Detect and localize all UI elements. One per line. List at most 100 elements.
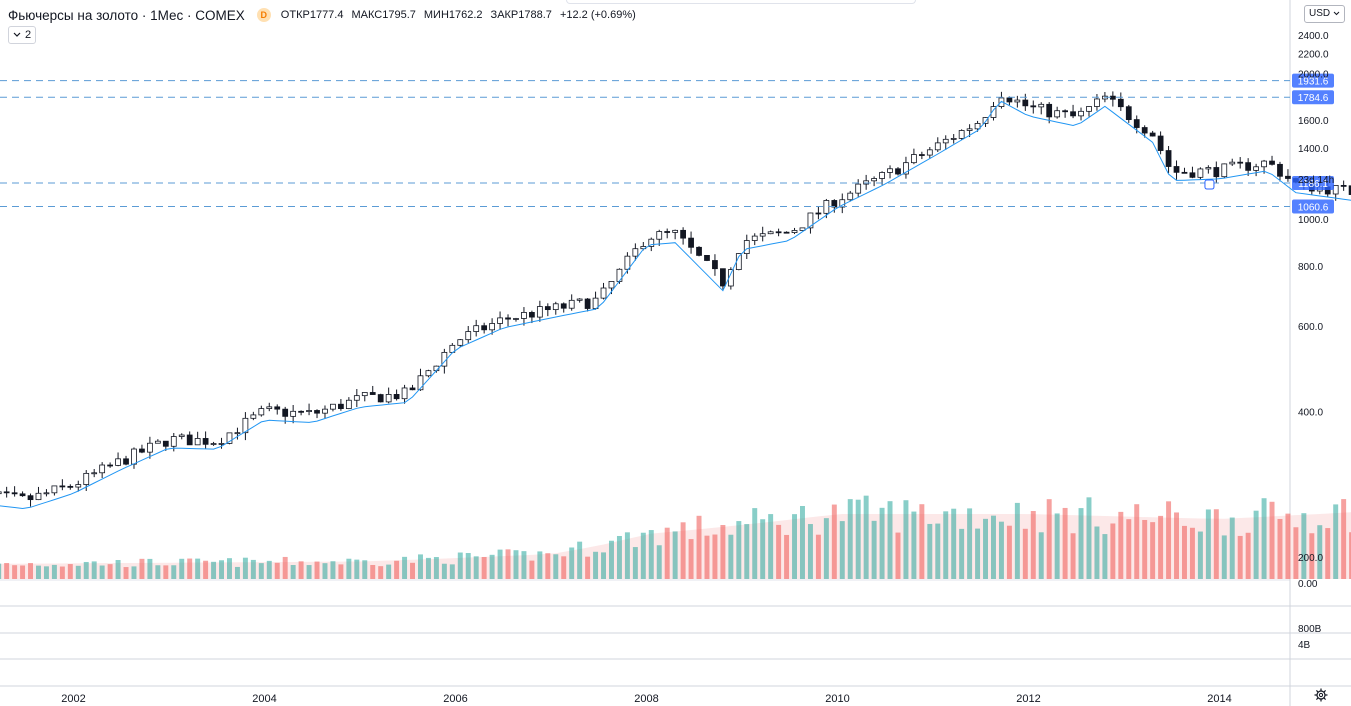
candle-body xyxy=(1285,175,1291,179)
candle-body xyxy=(1348,185,1351,195)
volume-bar xyxy=(1150,522,1156,579)
volume-bar xyxy=(720,525,726,579)
candle-body xyxy=(521,312,527,319)
candle-body xyxy=(338,403,344,409)
candle-body xyxy=(1070,111,1076,117)
volume-bar xyxy=(1285,513,1291,579)
level-handle[interactable] xyxy=(1204,179,1215,190)
ohlc-low: МИН1762.2 xyxy=(424,9,483,21)
candle-body xyxy=(202,438,209,445)
volume-bar xyxy=(402,556,408,579)
indicator-count: 2 xyxy=(25,29,32,41)
volume-bar xyxy=(1333,504,1339,579)
candle-body xyxy=(1181,171,1188,174)
volume-bar xyxy=(1182,525,1187,579)
volume-bar xyxy=(1309,533,1315,579)
candle-body xyxy=(162,440,169,447)
indicators-toggle-button[interactable]: 2 xyxy=(8,26,37,44)
chart-header: Фьючерсы на золото · 1Мес · COMEX D ОТКР… xyxy=(8,6,636,24)
price-tick-label: 400.0 xyxy=(1298,407,1323,418)
volume-bar xyxy=(1245,532,1251,579)
low-label: МИН xyxy=(423,9,449,21)
candle-body xyxy=(529,312,535,318)
volume-bar xyxy=(895,532,901,579)
volume-bar xyxy=(410,562,416,579)
volume-bar xyxy=(1046,499,1052,579)
candle-body xyxy=(51,485,58,494)
candle-body xyxy=(712,260,718,270)
price-tick-label: 1400.0 xyxy=(1298,144,1329,155)
candle-body xyxy=(688,237,694,248)
level-label: 1784.6 xyxy=(1298,93,1329,104)
ohlc-close: ЗАКР1788.7 xyxy=(491,9,552,21)
candle-body xyxy=(250,414,257,419)
candle-body xyxy=(608,281,615,289)
candle-body xyxy=(656,231,663,240)
candle-body xyxy=(154,440,161,444)
open-value: 1777.4 xyxy=(309,9,344,21)
candle-body xyxy=(863,180,870,185)
volume-bar xyxy=(688,539,694,579)
volume-bar xyxy=(330,561,336,579)
candle-body xyxy=(465,331,472,341)
candle-body xyxy=(489,323,495,331)
volume-bar xyxy=(433,557,439,579)
candle-body xyxy=(457,339,464,346)
horizontal-levels[interactable] xyxy=(0,80,1290,208)
candle-body xyxy=(934,142,941,151)
volume-bar xyxy=(561,556,567,579)
volume-bar xyxy=(489,554,495,579)
pane2-label: 4B xyxy=(1298,640,1311,651)
candle-body xyxy=(767,231,774,235)
candle-body xyxy=(696,246,702,256)
candle-body xyxy=(369,392,376,395)
candle-body xyxy=(568,299,575,309)
candle-body xyxy=(473,325,480,332)
volume-bar xyxy=(481,557,487,579)
candle-body xyxy=(1165,150,1172,167)
candle-body xyxy=(115,458,121,466)
candle-body xyxy=(345,399,352,409)
volume-bar xyxy=(147,558,153,579)
axes: 1931.6 1784.6 1186.1 1060.6 2400.0 2200.0 2000… xyxy=(61,31,1334,705)
volume-bar xyxy=(171,565,177,579)
time-tick-label: 2008 xyxy=(634,693,658,705)
volume-bar xyxy=(648,530,654,579)
level-label: 1060.6 xyxy=(1298,203,1329,214)
candle-body xyxy=(751,235,758,241)
volume-bar xyxy=(274,562,280,579)
volume-bar xyxy=(386,564,392,579)
source-badge[interactable]: D xyxy=(256,8,271,22)
volume-bar xyxy=(879,507,885,579)
candle-body xyxy=(672,229,679,233)
volume-bar xyxy=(1126,519,1132,579)
volume-bar xyxy=(863,495,869,579)
candle-body xyxy=(544,306,551,311)
volume-bar xyxy=(449,564,455,579)
volume-bar xyxy=(1006,525,1012,579)
currency-select[interactable]: USD xyxy=(1304,5,1345,23)
candle-body xyxy=(903,162,909,175)
volume-bar xyxy=(521,551,527,579)
candle-body xyxy=(632,248,639,257)
volume-bar xyxy=(179,558,185,579)
volume-bar xyxy=(1038,532,1044,579)
candle-body xyxy=(783,231,790,234)
chevron-down-icon xyxy=(13,32,21,37)
candle-body xyxy=(3,491,10,494)
candle-body xyxy=(1141,127,1148,134)
candle-body xyxy=(1237,161,1244,164)
gear-icon[interactable] xyxy=(1314,688,1328,702)
volume-bar xyxy=(1301,513,1307,579)
candle-body xyxy=(926,149,933,156)
volume-bar xyxy=(28,563,34,579)
volume-bar xyxy=(919,504,925,579)
candle-body xyxy=(226,432,233,444)
volume-bar xyxy=(760,519,766,579)
volume-bar xyxy=(123,567,129,579)
candle-body xyxy=(1038,103,1045,108)
candle-body xyxy=(322,408,328,414)
level-label-bg xyxy=(1292,176,1334,191)
symbol-title[interactable]: Фьючерсы на золото · 1Мес · COMEX xyxy=(8,7,245,23)
